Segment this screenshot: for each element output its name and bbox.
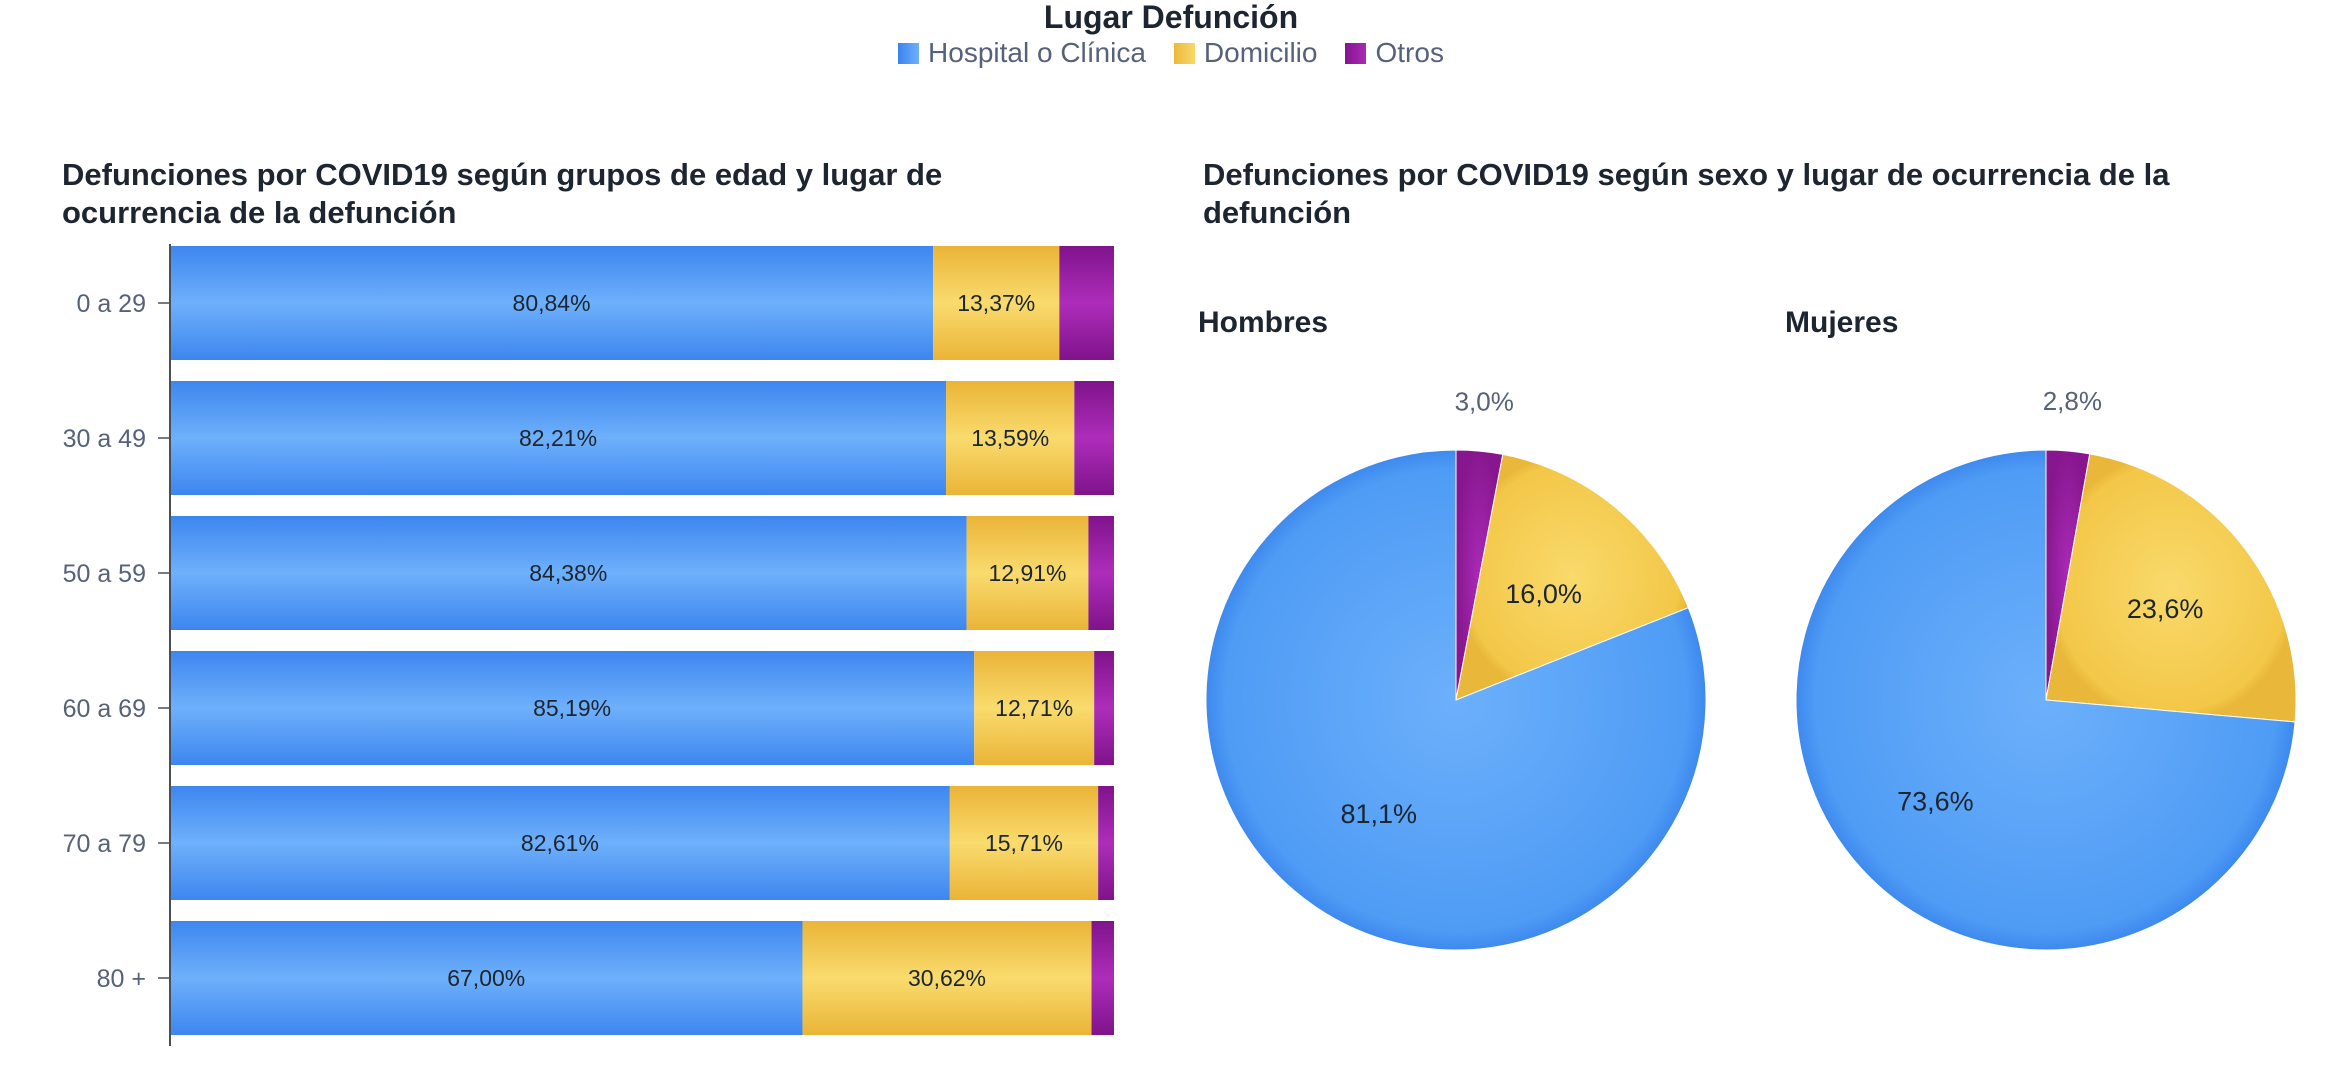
bar-domicilio-30-a-49 (946, 381, 1075, 495)
legend-swatch-hospital (898, 42, 920, 64)
bar-domicilio-50-a-59 (966, 516, 1089, 630)
bar-label-hospital-o-cl-nica-70-a-79: 82,61% (521, 830, 599, 856)
bar-otros-70-a-79 (1098, 786, 1114, 900)
legend-label-domicilio: Domicilio (1203, 37, 1318, 68)
bar-label-domicilio-0-a-29: 13,37% (957, 290, 1035, 316)
pie-slice-mujeres-hospital-o-cl-nica (1795, 449, 2296, 951)
pie-slice-hombres-domicilio (1455, 453, 1689, 701)
bar-label-domicilio-30-a-49: 13,59% (971, 425, 1049, 451)
bar-label-hospital-o-cl-nica-60-a-69: 85,19% (533, 695, 611, 721)
bar-chart-title: Defunciones por COVID19 según grupos de … (62, 157, 943, 230)
legend-item-hospital[interactable]: Hospital o Clínica (898, 36, 1146, 70)
pie-label-mujeres-hospital-o-cl-nica: 73,6% (1897, 786, 1974, 816)
pie-slice-mujeres-domicilio (2045, 453, 2297, 723)
pie-label-mujeres-domicilio: 23,6% (2127, 594, 2204, 624)
bar-hospital-o-cl-nica-70-a-79 (170, 786, 950, 900)
bar-label-domicilio-80: 30,62% (908, 965, 986, 991)
legend-label-hospital: Hospital o Clínica (928, 37, 1146, 68)
bar-domicilio-70-a-79 (949, 786, 1099, 900)
bar-label-domicilio-70-a-79: 15,71% (985, 830, 1063, 856)
pie-charts-title: Defunciones por COVID19 según sexo y lug… (1203, 157, 2170, 230)
pie-label-mujeres-otros: 2,8% (2043, 386, 2102, 416)
bar-hospital-o-cl-nica-50-a-59 (170, 516, 967, 630)
bar-label-hospital-o-cl-nica-0-a-29: 80,84% (513, 290, 591, 316)
pie-hombres-title: Hombres (1198, 306, 1329, 339)
bar-otros-60-a-69 (1094, 651, 1114, 765)
stacked-bar-chart: 80,84% 13,37% 0 a 29 82,21% 13,59% 30 a 49 84,… (63, 244, 1114, 1046)
pie-slice-hombres-hospital-o-cl-nica (1205, 449, 1707, 951)
bar-label-hospital-o-cl-nica-50-a-59: 84,38% (529, 560, 607, 586)
bar-otros-80 (1091, 921, 1114, 1035)
bar-domicilio-60-a-69 (974, 651, 1095, 765)
pie-charts: 3,0% 16,0% 81,1% 2,8% 23,6% 73,6% (1205, 386, 2297, 951)
legend-item-domicilio[interactable]: Domicilio (1173, 36, 1318, 70)
legend-item-otros[interactable]: Otros (1345, 36, 1444, 70)
legend-swatch-otros (1345, 42, 1367, 64)
pie-label-hombres-domicilio: 16,0% (1505, 579, 1582, 609)
legend: Hospital o Clínica Domicilio Otros (0, 36, 2342, 70)
bar-otros-0-a-29 (1059, 246, 1114, 360)
bar-label-hospital-o-cl-nica-30-a-49: 82,21% (519, 425, 597, 451)
bar-domicilio-80 (802, 921, 1092, 1035)
bar-label-hospital-o-cl-nica-80: 67,00% (447, 965, 525, 991)
pie-label-hombres-otros: 3,0% (1455, 386, 1514, 416)
bar-label-domicilio-60-a-69: 12,71% (995, 695, 1073, 721)
y-tick-label-0-a-29: 0 a 29 (76, 290, 146, 318)
bar-label-domicilio-50-a-59: 12,91% (988, 560, 1066, 586)
y-tick-label-50-a-59: 50 a 59 (63, 560, 146, 588)
legend-label-otros: Otros (1375, 37, 1444, 68)
bar-domicilio-0-a-29 (933, 246, 1060, 360)
legend-title: Lugar Defunción (1043, 0, 1299, 35)
legend-swatch-domicilio (1173, 42, 1195, 64)
y-tick-label-60-a-69: 60 a 69 (63, 695, 146, 723)
bar-otros-30-a-49 (1074, 381, 1114, 495)
bar-hospital-o-cl-nica-30-a-49 (170, 381, 947, 495)
pie-mujeres-title: Mujeres (1785, 306, 1899, 339)
y-tick-label-80: 80 + (97, 965, 146, 993)
bar-hospital-o-cl-nica-80 (170, 921, 803, 1035)
y-tick-label-70-a-79: 70 a 79 (63, 830, 146, 858)
bar-hospital-o-cl-nica-0-a-29 (170, 246, 934, 360)
pie-label-hombres-hospital-o-cl-nica: 81,1% (1341, 799, 1418, 829)
bar-hospital-o-cl-nica-60-a-69 (170, 651, 975, 765)
y-tick-label-30-a-49: 30 a 49 (63, 425, 146, 453)
bar-otros-50-a-59 (1088, 516, 1114, 630)
